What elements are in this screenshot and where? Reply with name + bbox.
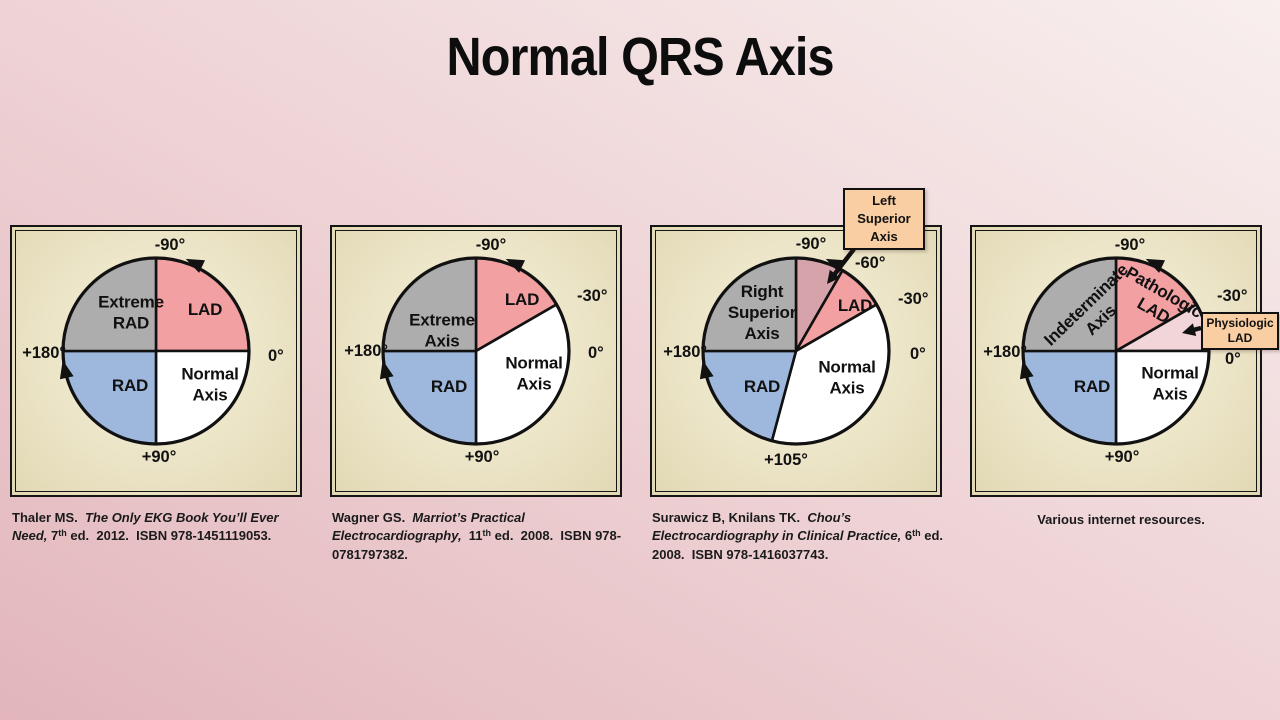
sector-label-rad: RAD (1073, 377, 1109, 396)
degree-label: +180° (983, 343, 1027, 361)
panel-surawicz: LAD Normal Axis RAD Right Superior Axis -90° -60… (650, 188, 943, 564)
panel-internet: PathologicLAD Normal Axis RAD IndeterminateA… (970, 225, 1279, 564)
citation-ordinal-suffix: th (482, 528, 492, 539)
degree-label: 0° (268, 347, 284, 365)
sector-label-lad: LAD (504, 290, 538, 309)
axis-diagram-inner-frame: LAD Normal Axis RAD Extreme RAD -90° 0° +90° +180… (15, 230, 297, 492)
citation-text: Various internet resources. (1037, 512, 1205, 527)
citation-details: ed. 2008. ISBN 978-1416037743. (652, 528, 951, 562)
degree-label: 0° (910, 345, 926, 363)
degree-label: -30° (577, 287, 607, 305)
axis-circle-outline (700, 255, 891, 446)
degree-label: +105° (764, 451, 808, 469)
axis-pie-chart-surawicz: LAD Normal Axis RAD Right Superior Axis -90° -60… (663, 235, 928, 469)
axis-diagram-inner-frame: LAD Normal Axis RAD Extreme Axis -90° -30° 0° +90… (335, 230, 617, 492)
sector-label-extreme-axis: Extreme Axis (409, 310, 475, 350)
citation-ordinal-suffix: th (58, 528, 67, 539)
citation-book-title: Marriot’s Practical Electrocardiography, (332, 510, 529, 544)
axis-diagram-frame-internet: PathologicLAD Normal Axis RAD IndeterminateA… (970, 225, 1279, 497)
axis-diagram-inner-frame: PathologicLAD Normal Axis RAD IndeterminateA… (975, 230, 1257, 492)
callout-arrow-line (830, 247, 856, 278)
citation-authors: Surawicz B, Knilans TK. (652, 510, 808, 525)
rotation-arrowhead (379, 359, 394, 379)
callout-line: Physiologic (1206, 316, 1274, 330)
degree-label: +180° (22, 344, 66, 362)
panels-row: LAD Normal Axis RAD Extreme RAD -90° 0° +90° +180… (10, 188, 1279, 564)
citation-thaler: Thaler MS. The Only EKG Book You’ll Ever… (12, 509, 310, 546)
degree-label: -30° (898, 290, 928, 308)
axis-circle-outline (380, 255, 571, 446)
page-title-text: Normal QRS Axis (446, 27, 834, 87)
citation-wagner: Wagner GS. Marriot’s Practical Electroca… (332, 509, 630, 564)
sector-label-rad: RAD (743, 377, 779, 396)
callout-line: LAD (1227, 331, 1253, 345)
citation-authors: Wagner GS. (332, 510, 413, 525)
sector-label-rad: RAD (111, 376, 147, 395)
callout-arrowhead (826, 269, 840, 284)
panel-wagner: LAD Normal Axis RAD Extreme Axis -90° -30° 0° +90… (330, 225, 622, 564)
rotation-arrowhead (699, 359, 714, 379)
rotation-arrowhead (1145, 258, 1165, 273)
rotation-arrowhead (1019, 359, 1034, 379)
callout-arrowhead (1181, 322, 1196, 336)
degree-label: +90° (464, 448, 499, 466)
rotation-arrowhead (59, 359, 74, 379)
degree-label: -90° (475, 236, 505, 254)
citation-details: ed. 2012. ISBN 978-1451119053. (66, 528, 272, 544)
degree-label: 0° (1225, 350, 1241, 368)
sector-label-lad: LAD (837, 296, 871, 315)
sector-label-normal-axis: Normal Axis (505, 353, 562, 393)
page-title: Normal QRS Axis (0, 26, 1280, 88)
rotation-arrowhead (505, 258, 525, 273)
axis-diagram-frame-thaler: LAD Normal Axis RAD Extreme RAD -90° 0° +90° +180… (10, 225, 302, 497)
callout-line: Superior (857, 211, 911, 226)
sector-label-right-superior-axis: Right Superior Axis (727, 282, 796, 343)
sector-label-extreme-rad: Extreme RAD (98, 292, 164, 332)
citation-authors: Thaler MS. (12, 510, 85, 525)
callout-line: Axis (870, 229, 898, 244)
sector-label-normal-axis: Normal Axis (1141, 363, 1198, 403)
axis-diagram-frame-surawicz: LAD Normal Axis RAD Right Superior Axis -90° -60… (650, 188, 942, 497)
citation-internet: Various internet resources. (972, 511, 1270, 529)
citation-edition-number: 7 (47, 528, 59, 544)
sector-label-lad: LAD (187, 300, 221, 319)
citation-book-title: Chou’s Electrocardiography in Clinical P… (652, 510, 902, 544)
axis-circle-outline (1020, 255, 1211, 446)
citation-details: ed. 2008. ISBN 978-0781797382. (332, 528, 622, 562)
degree-label: -90° (1114, 236, 1144, 254)
rotation-arrowhead (185, 258, 205, 273)
degree-label: +90° (1104, 448, 1139, 466)
citation-edition-number: 6 (901, 528, 913, 544)
degree-label: -90° (795, 235, 825, 253)
citation-edition-number: 11 (461, 528, 483, 544)
degree-label: +180° (344, 342, 388, 360)
panel-thaler: LAD Normal Axis RAD Extreme RAD -90° 0° +90° +180… (10, 225, 302, 564)
degree-label: +180° (663, 343, 707, 361)
callout-physiologic-lad: Physiologic LAD (1201, 312, 1279, 350)
axis-diagram-inner-frame: LAD Normal Axis RAD Right Superior Axis -90° -60… (655, 230, 937, 492)
citation-surawicz: Surawicz B, Knilans TK. Chou’s Electroca… (652, 509, 950, 564)
citation-ordinal-suffix: th (912, 528, 921, 539)
degree-label: +90° (141, 448, 176, 466)
citation-book-title: The Only EKG Book You’ll Ever Need, (12, 510, 283, 544)
axis-pie-chart-wagner: LAD Normal Axis RAD Extreme Axis -90° -30° 0° +90… (344, 236, 607, 466)
callout-line: Left (872, 193, 896, 208)
axis-circle-outline (60, 255, 251, 446)
axis-diagram-frame-wagner: LAD Normal Axis RAD Extreme Axis -90° -30° 0° +90… (330, 225, 622, 497)
sector-label-normal-axis: Normal Axis (181, 364, 238, 404)
degree-label: -60° (855, 254, 885, 272)
degree-label: 0° (588, 344, 604, 362)
sector-label-rad: RAD (430, 377, 466, 396)
sector-label-normal-axis: Normal Axis (818, 357, 875, 397)
axis-pie-chart-thaler: LAD Normal Axis RAD Extreme RAD -90° 0° +90° +180… (22, 236, 284, 466)
degree-label: -90° (154, 236, 184, 254)
degree-label: -30° (1217, 287, 1247, 305)
callout-left-superior-axis: Left Superior Axis (843, 188, 925, 250)
